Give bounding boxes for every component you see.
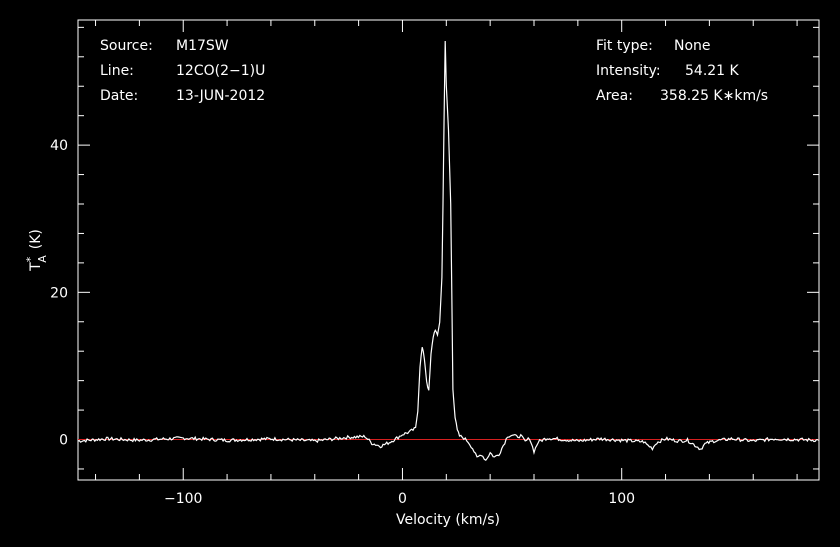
info-fit-key: Fit type: [596,38,653,54]
x-tick-labels: −100 0 100 [164,491,635,507]
info-intensity-key: Intensity: [596,63,661,79]
spectrum-line [77,40,820,461]
info-line-value: 12CO(2−1)U [176,63,265,79]
y-tick-label: 20 [50,285,68,301]
info-source-value: M17SW [176,38,229,54]
x-tick-label: 100 [608,491,635,507]
info-area-value: 358.25 K∗km/s [660,88,768,104]
y-tick-label: 40 [50,138,68,154]
x-tick-label: −100 [164,491,202,507]
y-label-sub: A [36,255,49,263]
y-tick-label: 0 [59,433,68,449]
y-axis-label: T*A (K) [24,229,49,272]
info-date-key: Date: [100,88,138,104]
x-tick-label: 0 [398,491,407,507]
info-right-block: Fit type: None Intensity: 54.21 K Area: … [596,38,768,104]
y-label-main: T [28,262,44,272]
info-line-key: Line: [100,63,134,79]
svg-text:T*A(K): T*A (K) [24,229,49,272]
y-tick-labels: 0 20 40 [50,138,68,448]
info-source-key: Source: [100,38,153,54]
y-label-unit: (K) [28,229,44,249]
plot-frame [77,19,820,481]
info-area-key: Area: [596,88,633,104]
info-fit-value: None [674,38,711,54]
info-left-block: Source: M17SW Line: 12CO(2−1)U Date: 13-… [100,38,265,104]
y-label-sup: * [24,256,37,262]
info-intensity-value: 54.21 K [685,63,740,79]
x-axis-label: Velocity (km/s) [396,512,500,528]
info-date-value: 13-JUN-2012 [176,88,265,104]
